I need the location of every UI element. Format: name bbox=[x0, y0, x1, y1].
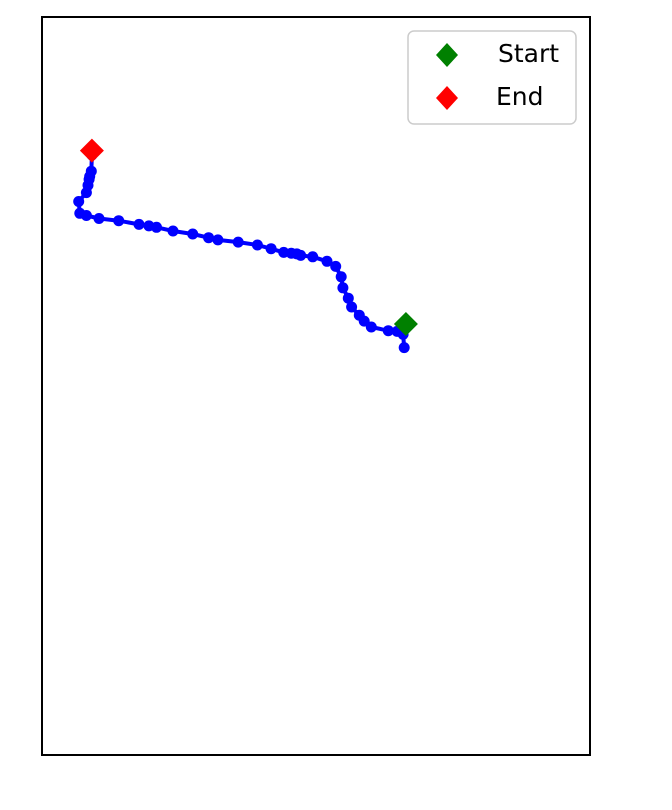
path-point bbox=[233, 237, 244, 248]
path-point bbox=[252, 240, 263, 251]
path-point bbox=[86, 166, 97, 177]
path-point bbox=[94, 213, 105, 224]
path-point bbox=[336, 271, 347, 282]
path-point bbox=[113, 215, 124, 226]
legend-start-label: Start bbox=[498, 39, 559, 68]
path-point bbox=[203, 232, 214, 243]
path-point bbox=[134, 219, 145, 230]
path-point bbox=[278, 247, 289, 258]
path-point bbox=[168, 226, 179, 237]
path-point bbox=[322, 256, 333, 267]
path-point bbox=[212, 234, 223, 245]
path-point bbox=[266, 243, 277, 254]
path-point bbox=[354, 310, 365, 321]
path-point bbox=[383, 325, 394, 336]
legend-end-label: End bbox=[496, 82, 544, 111]
plot-area bbox=[42, 17, 590, 755]
path-point bbox=[74, 208, 85, 219]
legend: Start End bbox=[408, 31, 576, 124]
path-point bbox=[399, 342, 410, 353]
path-point bbox=[73, 196, 84, 207]
path-point bbox=[307, 251, 318, 262]
path-point bbox=[187, 229, 198, 240]
path-point bbox=[343, 293, 354, 304]
path-point bbox=[143, 220, 154, 231]
path-point bbox=[337, 282, 348, 293]
